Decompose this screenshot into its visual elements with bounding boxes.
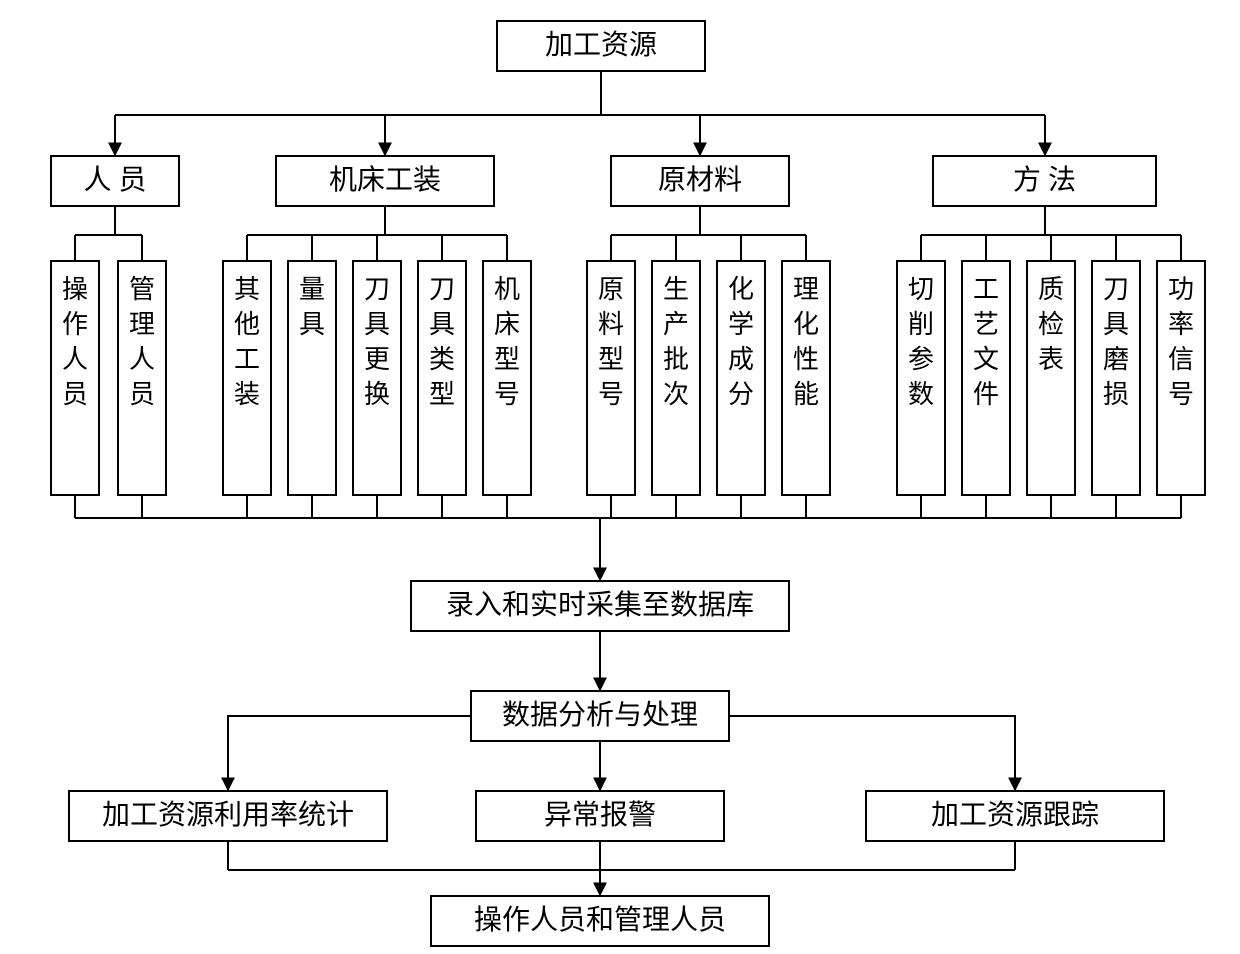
level2-people: 人 员 — [50, 155, 180, 207]
final-node: 操作人员和管理人员 — [430, 895, 770, 947]
leaf-machine-0: 其他工装 — [222, 260, 272, 496]
output-stats: 加工资源利用率统计 — [68, 790, 388, 842]
leaf-material-3: 理化性能 — [781, 260, 831, 496]
leaf-material-1: 生产批次 — [651, 260, 701, 496]
label: 方 法 — [1013, 165, 1076, 197]
leaf-machine-1: 量具 — [287, 260, 337, 496]
leaf-method-0: 切削参数 — [896, 260, 946, 496]
label: 人 员 — [83, 165, 146, 197]
leaf-method-4: 功率信号 — [1156, 260, 1206, 496]
leaf-method-3: 刀具磨损 — [1091, 260, 1141, 496]
output-alarm: 异常报警 — [475, 790, 725, 842]
leaf-machine-4: 机床型号 — [482, 260, 532, 496]
label: 加工资源利用率统计 — [102, 800, 354, 832]
leaf-material-2: 化学成分 — [716, 260, 766, 496]
root-node: 加工资源 — [496, 20, 706, 72]
leaf-method-2: 质检表 — [1026, 260, 1076, 496]
level2-material: 原材料 — [610, 155, 790, 207]
label: 操作人员和管理人员 — [474, 905, 726, 937]
leaf-machine-2: 刀具更换 — [352, 260, 402, 496]
analyze-node: 数据分析与处理 — [470, 690, 730, 742]
label: 异常报警 — [544, 800, 656, 832]
level2-machine: 机床工装 — [275, 155, 495, 207]
level2-method: 方 法 — [932, 155, 1157, 207]
leaf-people-0: 操作人员 — [50, 260, 100, 496]
label: 原材料 — [658, 165, 742, 197]
label: 加工资源 — [545, 30, 657, 62]
output-trace: 加工资源跟踪 — [865, 790, 1165, 842]
leaf-material-0: 原料型号 — [586, 260, 636, 496]
label: 加工资源跟踪 — [931, 800, 1099, 832]
label: 机床工装 — [329, 165, 441, 197]
leaf-people-1: 管理人员 — [117, 260, 167, 496]
leaf-machine-3: 刀具类型 — [417, 260, 467, 496]
label: 录入和实时采集至数据库 — [446, 590, 754, 622]
collect-node: 录入和实时采集至数据库 — [410, 580, 790, 632]
label: 数据分析与处理 — [502, 700, 698, 732]
leaf-method-1: 工艺文件 — [961, 260, 1011, 496]
